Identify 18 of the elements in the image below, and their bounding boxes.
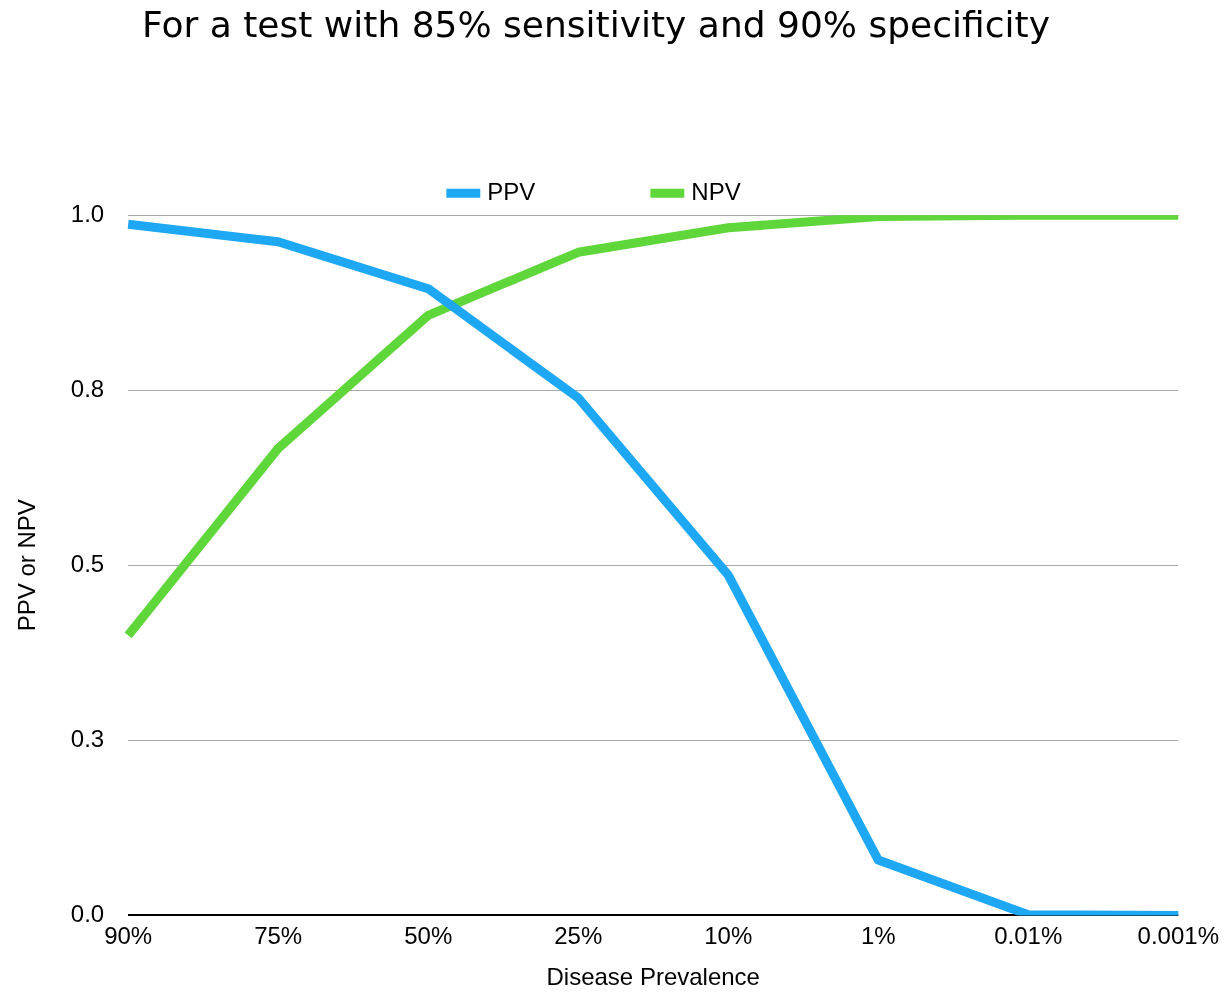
x-tick-label: 1% [860, 922, 896, 950]
y-tick-label: 0.8 [70, 374, 105, 402]
y-tick-label: 0.5 [70, 549, 105, 577]
x-tick-label: 10% [704, 922, 753, 950]
x-tick-label: 25% [554, 922, 603, 950]
legend-label: PPV [487, 177, 536, 205]
y-axis-title: PPV or NPV [13, 499, 41, 632]
y-tick-label: 0.0 [70, 900, 105, 928]
x-tick-label: 0.01% [994, 922, 1063, 950]
x-tick-label: 90% [104, 922, 153, 950]
x-tick-label: 75% [254, 922, 303, 950]
x-axis-title: Disease Prevalence [546, 963, 760, 991]
chart-title: For a test with 85% sensitivity and 90% specificity [142, 3, 1050, 45]
x-tick-label: 50% [404, 922, 453, 950]
y-tick-label: 1.0 [70, 199, 105, 227]
x-tick-label: 0.001% [1137, 922, 1219, 950]
y-tick-label: 0.3 [70, 724, 105, 752]
legend-label: NPV [691, 177, 741, 205]
